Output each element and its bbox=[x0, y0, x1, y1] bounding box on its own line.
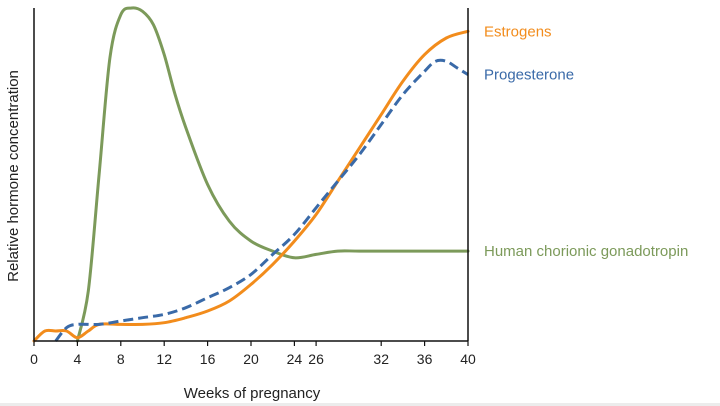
x-tick-label: 36 bbox=[417, 351, 433, 367]
y-axis-title: Relative hormone concentration bbox=[5, 70, 22, 282]
series-line-human-chorionic-gonadotropin bbox=[75, 6, 470, 343]
x-tick-label: 0 bbox=[30, 351, 38, 367]
x-tick-label: 26 bbox=[308, 351, 324, 367]
series-label-human-chorionic-gonadotropin: Human chorionic gonadotropin bbox=[484, 243, 688, 260]
bottom-divider bbox=[0, 403, 720, 406]
x-tick-label: 40 bbox=[460, 351, 476, 367]
x-tick-label: 8 bbox=[117, 351, 125, 367]
x-tick-label: 16 bbox=[200, 351, 216, 367]
x-axis-title: Weeks of pregnancy bbox=[184, 385, 321, 402]
x-tick-label: 32 bbox=[373, 351, 389, 367]
series-line-progesterone bbox=[54, 58, 469, 342]
x-tick-label: 4 bbox=[74, 351, 82, 367]
series-label-estrogens: Estrogens bbox=[484, 23, 552, 40]
series-label-progesterone: Progesterone bbox=[484, 67, 574, 84]
series-line-estrogens bbox=[32, 29, 470, 343]
x-tick-label: 12 bbox=[156, 351, 172, 367]
x-tick-label: 24 bbox=[287, 351, 303, 367]
x-tick-label: 20 bbox=[243, 351, 259, 367]
